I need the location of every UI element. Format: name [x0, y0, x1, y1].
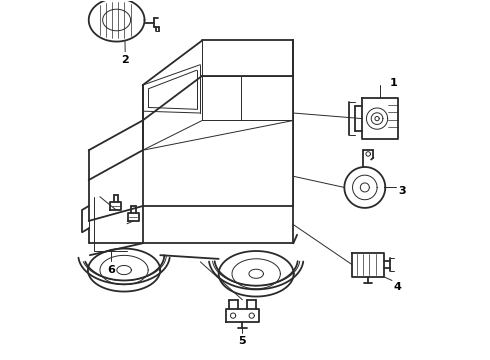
- Text: 3: 3: [398, 186, 406, 196]
- Text: 1: 1: [389, 78, 397, 88]
- Text: 5: 5: [239, 336, 246, 346]
- Text: 4: 4: [393, 282, 401, 292]
- Text: 2: 2: [122, 55, 129, 66]
- Text: 6: 6: [107, 265, 115, 275]
